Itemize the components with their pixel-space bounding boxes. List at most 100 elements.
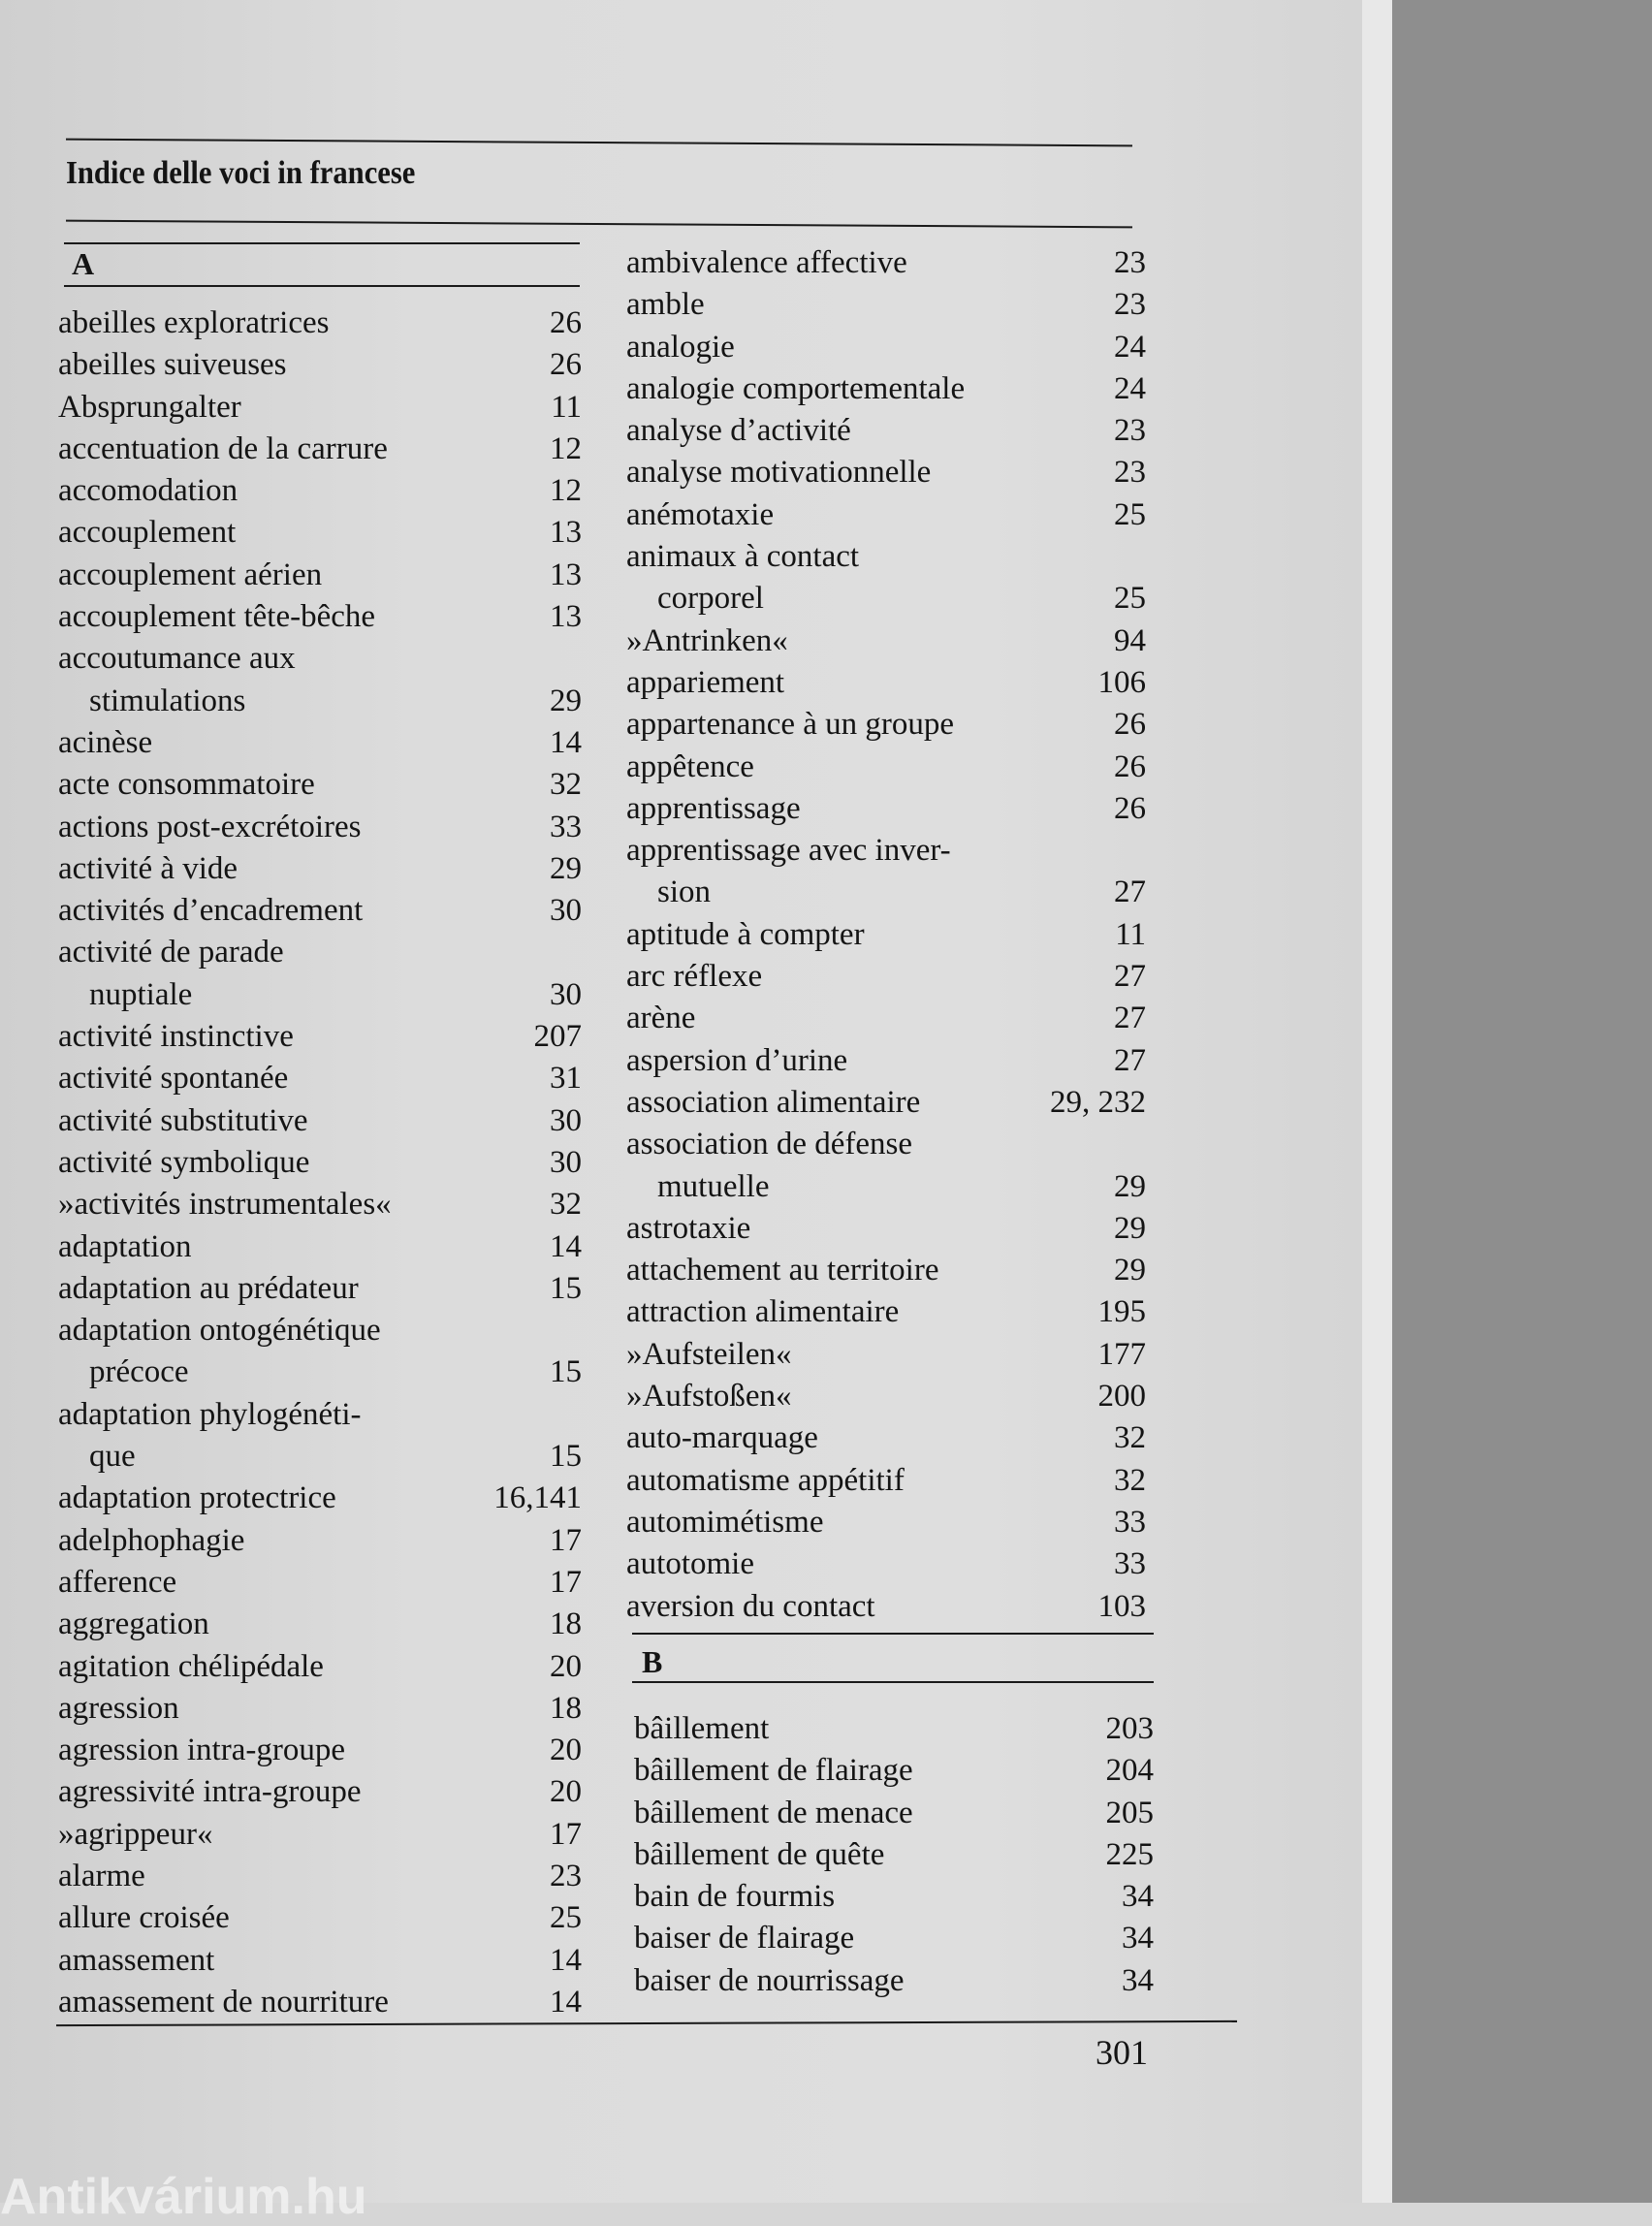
entry-term: activité à vide (58, 850, 238, 886)
index-entry: anémotaxie 25 (626, 494, 1146, 536)
index-entry: bâillement de flairage 204 (634, 1750, 1154, 1792)
section-letter-b: B (642, 1644, 663, 1679)
entry-term: arène (626, 1001, 696, 1036)
entry-term-continuation: nuptiale (89, 976, 193, 1012)
entry-term: analogie (626, 329, 735, 365)
index-entry: attachement au territoire 29 (626, 1250, 1146, 1291)
entry-term: arc réflexe (626, 959, 763, 995)
entry-page-ref: 33 (1114, 1546, 1146, 1582)
entry-page-ref: 26 (1114, 790, 1146, 826)
entry-term: accouplement (58, 515, 237, 551)
entry-page-ref: 26 (1114, 748, 1146, 784)
entry-page-ref: 30 (550, 976, 582, 1012)
page-edge (1362, 0, 1393, 2203)
index-entry: automimétisme 33 (626, 1502, 1146, 1543)
entry-page-ref: 34 (1122, 1962, 1154, 1998)
index-entry: »Antrinken« 94 (626, 620, 1146, 662)
title-top-rule (66, 138, 1132, 147)
index-entry: actions post-excrétoires 33 (58, 807, 582, 848)
index-entry: accoutumance aux (58, 638, 582, 680)
index-entry: arène 27 (626, 998, 1146, 1039)
index-entry: accouplement aérien 13 (58, 555, 582, 596)
index-entry: agitation chélipédale 20 (58, 1646, 582, 1688)
entry-term-continuation: que (89, 1439, 136, 1475)
index-entry: autotomie 33 (626, 1543, 1146, 1585)
entry-page-ref: 26 (1114, 707, 1146, 743)
section-a-top-rule (64, 242, 580, 244)
entry-page-ref: 25 (1114, 581, 1146, 617)
entry-term: amble (626, 287, 705, 323)
index-entry: agression intra-groupe 20 (58, 1730, 582, 1771)
entry-page-ref: 15 (550, 1439, 582, 1475)
entry-term: baiser de nourrissage (634, 1962, 905, 1998)
entry-page-ref: 23 (1114, 287, 1146, 323)
entry-page-ref: 33 (1114, 1504, 1146, 1540)
entry-page-ref: 13 (550, 599, 582, 635)
index-entry: association alimentaire 29, 232 (626, 1082, 1146, 1124)
index-entry: agressivité intra-groupe 20 (58, 1771, 582, 1813)
index-entry: activité symbolique 30 (58, 1142, 582, 1184)
index-entry: analyse d’activité 23 (626, 410, 1146, 452)
index-entry: analogie comportementale 24 (626, 368, 1146, 410)
index-entry-continuation: mutuelle 29 (626, 1166, 1146, 1208)
entry-page-ref: 13 (550, 556, 582, 592)
section-a-bottom-rule (64, 285, 580, 287)
entry-term: aversion du contact (626, 1588, 875, 1624)
index-entry: acinèse 14 (58, 722, 582, 764)
entry-page-ref: 106 (1097, 664, 1147, 700)
entry-term: agressivité intra-groupe (58, 1774, 362, 1810)
entry-term: agression (58, 1690, 179, 1726)
entry-page-ref: 16,141 (493, 1480, 582, 1516)
entry-term: analogie comportementale (626, 370, 966, 406)
entry-term: automatisme appétitif (626, 1462, 905, 1498)
index-column-right: ambivalence affective 23 amble 23 analogie 24… (626, 242, 1146, 1628)
index-entry: automatisme appétitif 32 (626, 1460, 1146, 1502)
entry-page-ref: 14 (550, 1942, 582, 1978)
entry-page-ref: 17 (550, 1564, 582, 1600)
entry-page-ref: 32 (1114, 1420, 1146, 1456)
entry-page-ref: 94 (1114, 622, 1146, 658)
entry-term: aptitude à compter (626, 916, 865, 952)
entry-term: »agrippeur« (58, 1816, 213, 1852)
entry-page-ref: 14 (550, 1984, 582, 2019)
index-entry: aspersion d’urine 27 (626, 1040, 1146, 1082)
entry-page-ref: 11 (551, 389, 582, 425)
entry-page-ref: 23 (1114, 455, 1146, 491)
entry-term: »Antrinken« (626, 622, 788, 658)
entry-page-ref: 177 (1097, 1336, 1147, 1372)
entry-page-ref: 15 (550, 1270, 582, 1306)
index-column-left: abeilles exploratrices 26 abeilles suiveus… (58, 302, 582, 2023)
index-entry: activité à vide 29 (58, 848, 582, 890)
entry-term: adaptation au prédateur (58, 1270, 359, 1306)
index-entry: adaptation au prédateur 15 (58, 1268, 582, 1310)
section-b-bottom-rule (632, 1681, 1154, 1683)
index-entry: accentuation de la carrure 12 (58, 429, 582, 470)
index-entry-continuation: sion 27 (626, 872, 1146, 913)
index-entry: ambivalence affective 23 (626, 242, 1146, 284)
entry-term-continuation: stimulations (89, 683, 246, 718)
entry-term: bâillement de quête (634, 1836, 885, 1872)
index-entry: attraction alimentaire 195 (626, 1291, 1146, 1333)
entry-term-continuation: sion (657, 874, 712, 910)
index-entry: aggregation 18 (58, 1604, 582, 1645)
index-entry: analyse motivationnelle 23 (626, 452, 1146, 493)
entry-term: acinèse (58, 724, 153, 760)
entry-term: aggregation (58, 1606, 209, 1642)
entry-page-ref: 24 (1114, 329, 1146, 365)
entry-page-ref: 103 (1097, 1588, 1147, 1624)
index-entry: appartenance à un groupe 26 (626, 704, 1146, 746)
entry-term: association de défense (626, 1127, 913, 1162)
index-entry: astrotaxie 29 (626, 1208, 1146, 1250)
entry-term: afference (58, 1564, 177, 1600)
book-page: Indice delle voci in francese A abeilles… (0, 0, 1396, 2203)
entry-page-ref: 204 (1105, 1753, 1155, 1789)
entry-page-ref: 195 (1097, 1294, 1147, 1330)
watermark: Antikvárium.hu (0, 2169, 367, 2225)
index-entry: apprentissage avec inver- (626, 830, 1146, 872)
entry-term: adaptation phylogénéti- (58, 1396, 362, 1432)
entry-term: accouplement tête-bêche (58, 599, 376, 635)
entry-term: adaptation protectrice (58, 1480, 336, 1516)
entry-term: attraction alimentaire (626, 1294, 900, 1330)
entry-page-ref: 225 (1105, 1836, 1155, 1872)
entry-page-ref: 29 (550, 683, 582, 718)
